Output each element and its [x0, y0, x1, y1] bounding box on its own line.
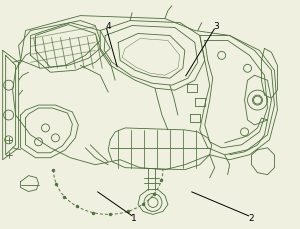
Polygon shape [122, 38, 180, 75]
Text: 3: 3 [213, 22, 219, 31]
Text: 1: 1 [131, 214, 137, 223]
Text: 4: 4 [105, 22, 111, 31]
Text: 2: 2 [249, 214, 254, 223]
